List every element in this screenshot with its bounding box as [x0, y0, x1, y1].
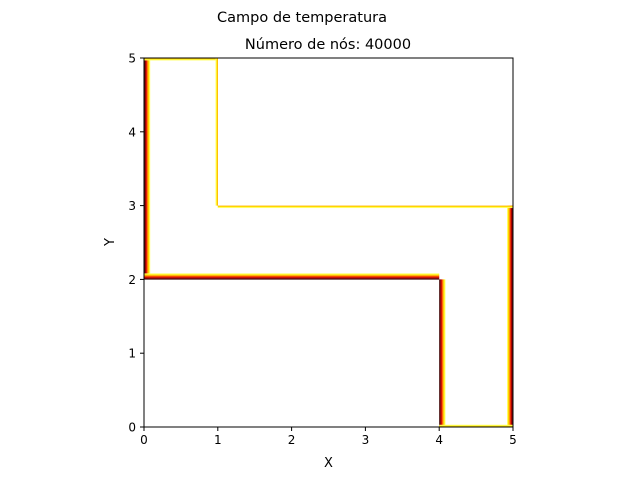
y-tick-label: 4 [128, 125, 136, 139]
x-tick-label: 2 [288, 433, 296, 447]
y-tick-label: 5 [128, 52, 136, 66]
warm-boundary-band [439, 424, 513, 426]
hot-boundary-band [145, 58, 147, 280]
hot-boundary-band [441, 279, 443, 427]
hot-boundary-band [444, 279, 446, 427]
hot-boundary-band [144, 276, 440, 278]
y-tick-label: 3 [128, 199, 136, 213]
warm-boundary-band [217, 205, 514, 207]
hot-boundary-band [440, 279, 442, 427]
hot-boundary-band [149, 58, 151, 280]
y-tick-label: 2 [128, 273, 136, 287]
y-tick-label: 0 [128, 421, 136, 435]
chart-title: Número de nós: 40000 [245, 37, 411, 53]
hot-boundary-band [439, 279, 441, 427]
hot-boundary-band [507, 205, 509, 427]
hot-boundary-band [442, 279, 444, 427]
x-tick-label: 0 [140, 433, 148, 447]
hot-boundary-band [509, 205, 511, 427]
hot-boundary-band [510, 205, 511, 427]
hot-boundary-band [144, 275, 440, 277]
hot-boundary-band [144, 273, 440, 275]
hot-boundary-band [144, 278, 440, 280]
hot-boundary-band [511, 205, 513, 427]
hot-boundary-band [147, 58, 149, 280]
x-tick-label: 3 [362, 433, 370, 447]
warm-boundary-band [217, 206, 514, 208]
hot-boundary-band [508, 205, 510, 427]
warm-boundary-band [439, 425, 513, 427]
hot-boundary-band [144, 58, 146, 280]
hot-boundary-band [510, 205, 512, 427]
y-axis: 0 1 2 3 4 5 [128, 52, 144, 435]
x-axis: 0 1 2 3 4 5 [140, 427, 517, 447]
hot-boundary-band [144, 277, 440, 279]
hot-boundary-band [147, 58, 148, 280]
y-axis-label: Y [103, 238, 118, 247]
hot-boundary-band [442, 279, 444, 427]
hot-boundary-band [146, 58, 148, 280]
x-tick-label: 5 [509, 433, 517, 447]
hot-boundary-band [144, 274, 440, 276]
hot-boundary-band [144, 274, 440, 276]
hot-boundary-band [507, 205, 508, 427]
x-tick-label: 1 [214, 433, 222, 447]
hot-boundary-band [148, 58, 150, 280]
y-tick-label: 1 [128, 347, 136, 361]
warm-boundary-band [217, 207, 514, 209]
warm-boundary-band [215, 58, 217, 206]
warm-boundary-band [217, 58, 218, 206]
figure-suptitle: Campo de temperatura [217, 10, 387, 26]
x-tick-label: 4 [435, 433, 443, 447]
x-axis-label: X [324, 456, 333, 471]
warm-boundary-band [144, 58, 218, 60]
plot-background [144, 58, 513, 427]
hot-boundary-band [439, 279, 441, 427]
axes-frame [143, 57, 514, 428]
warm-boundary-band [216, 58, 218, 206]
warm-boundary-band [144, 59, 218, 61]
hot-boundary-band [443, 279, 445, 427]
hot-boundary-band [144, 277, 440, 279]
